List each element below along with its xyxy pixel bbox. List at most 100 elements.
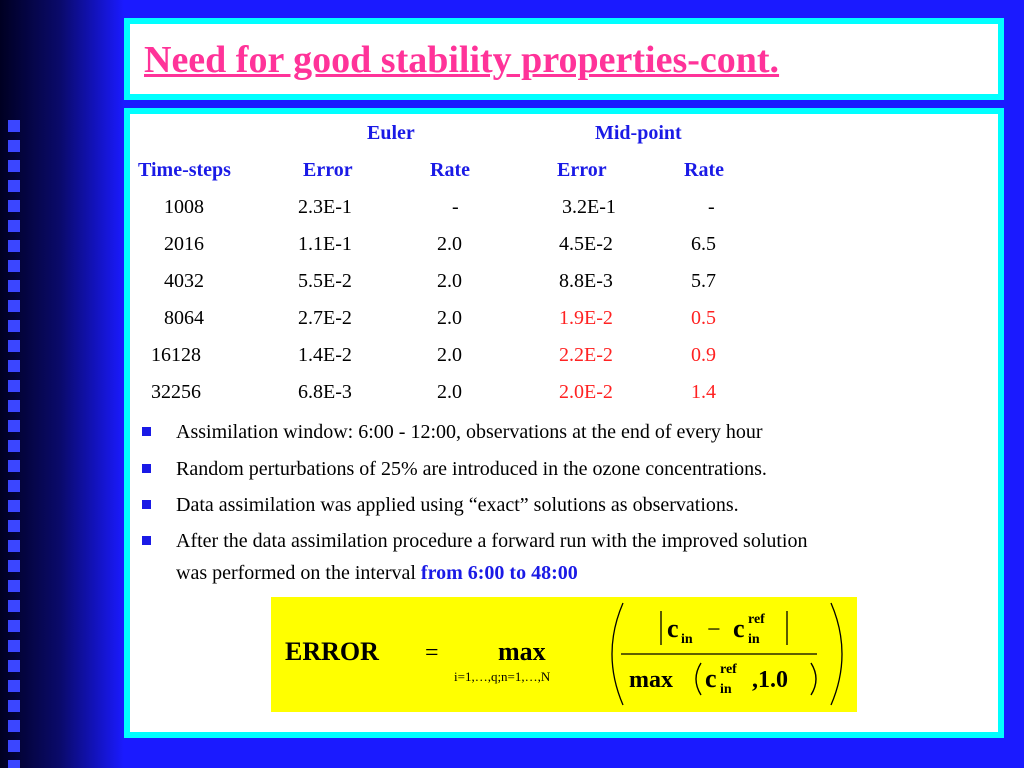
denominator-superscript: ref [720, 662, 737, 677]
decorative-square [8, 640, 20, 652]
table-cell-euler-error: 6.8E-3 [298, 381, 352, 403]
bullet-text: Data assimilation was applied using “exa… [176, 494, 739, 516]
numerator-superscript: ref [748, 612, 765, 627]
decorative-square [8, 700, 20, 712]
table-cell-mid-rate: 5.7 [691, 270, 716, 292]
denominator-c: c [705, 664, 717, 693]
table-cell-euler-error: 2.3E-1 [298, 196, 352, 218]
left-paren [611, 602, 624, 706]
decorative-square [8, 300, 20, 312]
decorative-square [8, 600, 20, 612]
denominator-subscript: in [720, 682, 732, 697]
den-left-paren [695, 662, 702, 696]
table-cell-euler-error: 1.1E-1 [298, 233, 352, 255]
midpoint-rate-header: Rate [684, 159, 724, 181]
table-cell-mid-error: 8.8E-3 [559, 270, 613, 292]
numerator-c: c [667, 614, 679, 643]
bullet-marker [142, 536, 151, 545]
decorative-square [8, 140, 20, 152]
decorative-square [8, 200, 20, 212]
decorative-square [8, 180, 20, 192]
table-cell-mid-error: 2.0E-2 [559, 381, 613, 403]
decorative-square [8, 680, 20, 692]
table-cell-mid-rate: 0.9 [691, 344, 716, 366]
decorative-square [8, 760, 20, 768]
euler-rate-header: Rate [430, 159, 470, 181]
table-cell-euler-error: 2.7E-2 [298, 307, 352, 329]
error-formula-box: ERROR = max i=1,…,q;n=1,…,N c in − c ref… [271, 597, 857, 712]
decorative-square [8, 400, 20, 412]
decorative-square [8, 380, 20, 392]
table-cell-steps: 32256 [151, 381, 201, 403]
decorative-square [8, 240, 20, 252]
right-paren [830, 602, 843, 706]
bullet-marker [142, 427, 151, 436]
formula-max-operator: max [498, 637, 546, 666]
decorative-square [8, 520, 20, 532]
decorative-square [8, 620, 20, 632]
bullet-text: Assimilation window: 6:00 - 12:00, obser… [176, 421, 763, 443]
midpoint-group-header: Mid-point [595, 122, 682, 144]
content-panel: Euler Mid-point Time-steps Error Rate Er… [130, 114, 998, 732]
euler-error-header: Error [303, 159, 353, 181]
bullet-text-plain: was performed on the interval [176, 562, 421, 584]
formula-lhs: ERROR [285, 637, 379, 666]
decorative-square-strip [0, 0, 124, 768]
table-cell-mid-error: 1.9E-2 [559, 307, 613, 329]
table-cell-euler-rate: 2.0 [437, 344, 462, 366]
decorative-square [8, 560, 20, 572]
formula-equals: = [425, 640, 439, 666]
table-cell-steps: 8064 [164, 307, 204, 329]
decorative-square [8, 320, 20, 332]
table-cell-euler-rate: 2.0 [437, 233, 462, 255]
decorative-square [8, 460, 20, 472]
decorative-square [8, 220, 20, 232]
decorative-square [8, 260, 20, 272]
bullet-text-line: was performed on the interval from 6:00 … [176, 557, 578, 589]
bullet-marker [142, 500, 151, 509]
bullet-marker [142, 464, 151, 473]
euler-group-header: Euler [367, 122, 415, 144]
table-cell-euler-rate: 2.0 [437, 307, 462, 329]
bullet-text: Random perturbations of 25% are introduc… [176, 458, 767, 480]
decorative-square [8, 280, 20, 292]
decorative-square [8, 360, 20, 372]
title-panel: Need for good stability properties-cont. [130, 24, 998, 94]
decorative-square [8, 540, 20, 552]
table-cell-mid-rate: 6.5 [691, 233, 716, 255]
table-cell-mid-error: 4.5E-2 [559, 233, 613, 255]
bullet-text-highlight: from 6:00 to 48:00 [420, 562, 578, 584]
numerator-c-ref: c [733, 614, 745, 643]
decorative-square [8, 660, 20, 672]
time-steps-header: Time-steps [138, 159, 231, 181]
denominator-tail: ,1.0 [752, 667, 788, 693]
bullet-text-line: After the data assimilation procedure a … [176, 530, 808, 552]
decorative-square [8, 160, 20, 172]
decorative-square [8, 340, 20, 352]
table-cell-euler-rate: 2.0 [437, 381, 462, 403]
table-cell-mid-error: 2.2E-2 [559, 344, 613, 366]
numerator-subscript: in [681, 632, 693, 647]
error-formula: ERROR = max i=1,…,q;n=1,…,N c in − c ref… [285, 602, 843, 706]
decorative-square [8, 440, 20, 452]
decorative-square [8, 480, 20, 492]
decorative-square [8, 740, 20, 752]
table-cell-mid-error: 3.2E-1 [562, 196, 616, 218]
numerator-minus: − [707, 617, 721, 643]
decorative-square [8, 500, 20, 512]
table-cell-steps: 4032 [164, 270, 204, 292]
numerator-subscript-ref: in [748, 632, 760, 647]
table-cell-mid-rate: 1.4 [691, 381, 716, 403]
table-cell-euler-error: 1.4E-2 [298, 344, 352, 366]
denominator-max: max [629, 667, 673, 693]
midpoint-error-header: Error [557, 159, 607, 181]
table-cell-euler-rate: - [452, 196, 459, 218]
table-cell-euler-rate: 2.0 [437, 270, 462, 292]
table-cell-steps: 1008 [164, 196, 204, 218]
title-frame: Need for good stability properties-cont. [124, 18, 1004, 100]
decorative-square [8, 580, 20, 592]
decorative-square [8, 720, 20, 732]
table-cell-steps: 16128 [151, 344, 201, 366]
content-frame: Euler Mid-point Time-steps Error Rate Er… [124, 108, 1004, 738]
slide-title: Need for good stability properties-cont. [144, 39, 780, 81]
